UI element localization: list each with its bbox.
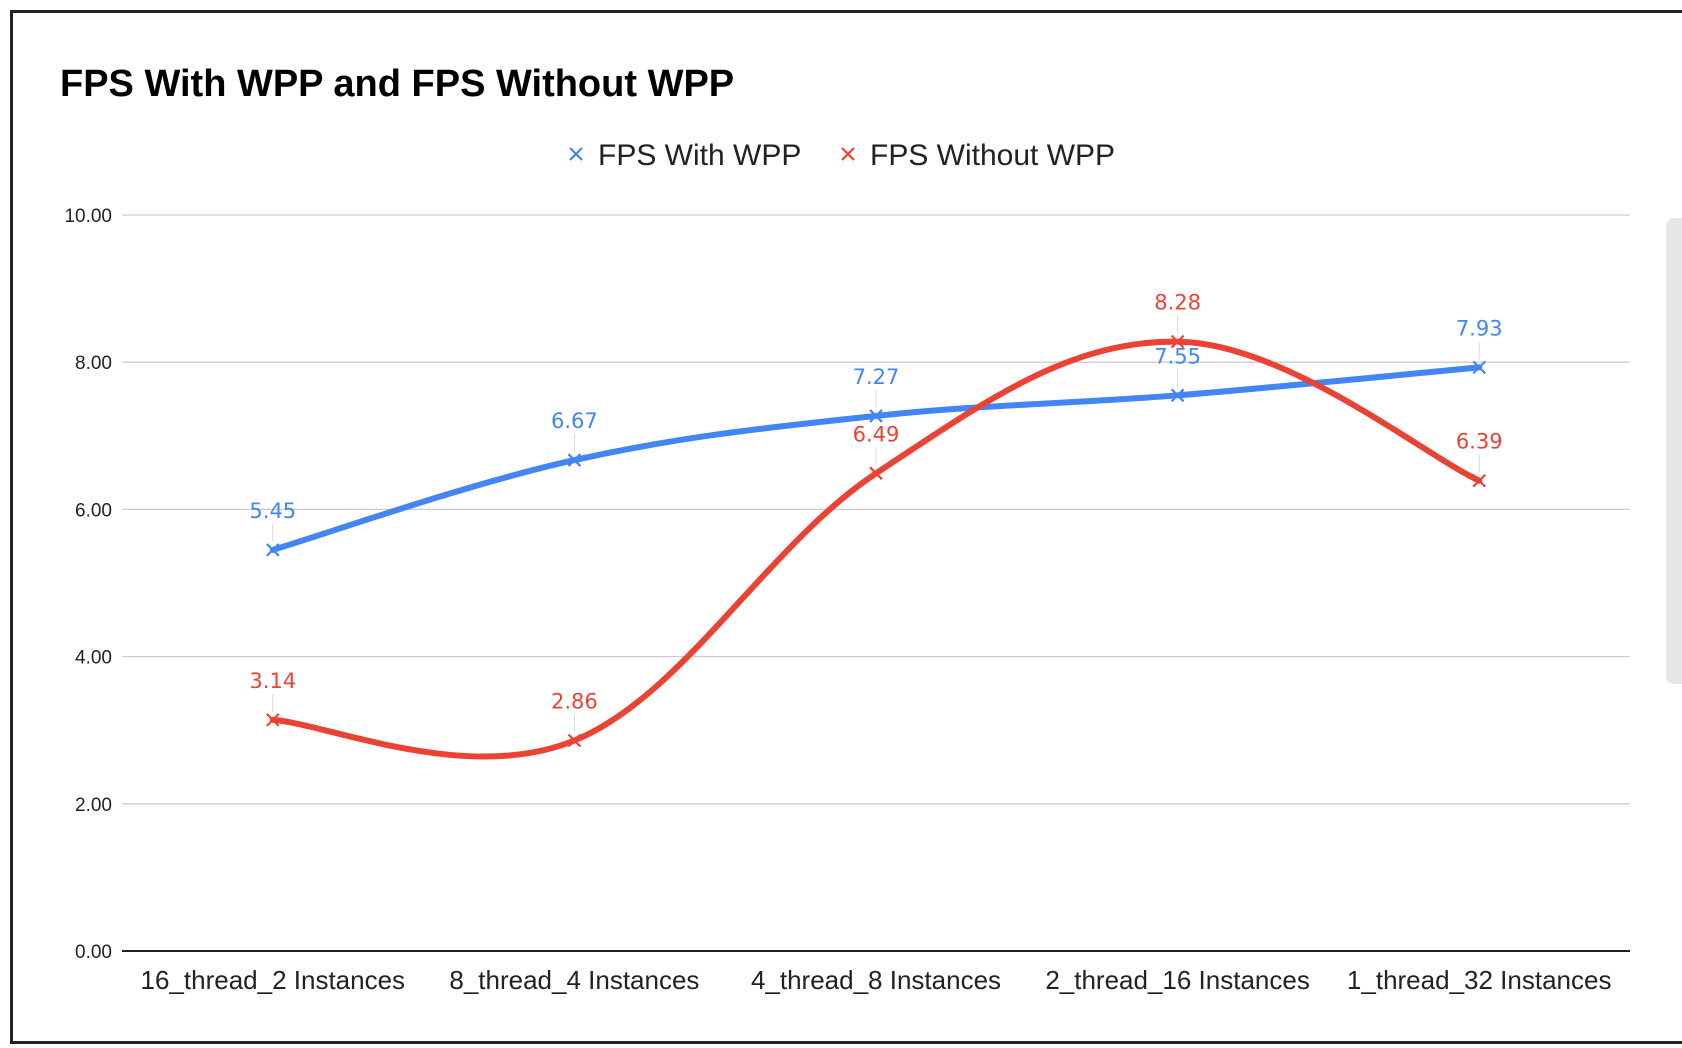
data-label: 7.93 <box>1456 316 1503 340</box>
data-point-marker <box>1472 473 1486 488</box>
chart-title: FPS With WPP and FPS Without WPP <box>60 63 734 105</box>
data-label: 7.55 <box>1154 344 1201 368</box>
grid <box>122 214 1630 952</box>
y-tick-label: 2.00 <box>75 795 112 816</box>
chart-frame <box>10 10 1682 1044</box>
series-layer <box>266 334 1486 760</box>
data-label: 6.67 <box>551 409 598 433</box>
data-point-marker <box>869 409 883 423</box>
x-tick-label: 2_thread_16 Instances <box>1045 965 1310 995</box>
legend: FPS With WPP FPS Without WPP <box>569 139 1115 172</box>
x-tick-label: 4_thread_8 Instances <box>751 965 1001 995</box>
data-label: 3.14 <box>249 669 296 693</box>
data-point-marker <box>1170 388 1185 403</box>
y-tick-label: 0.00 <box>75 942 112 963</box>
data-label: 7.27 <box>853 365 900 389</box>
data-label: 6.39 <box>1456 430 1503 454</box>
legend-marker-icon <box>841 147 855 161</box>
legend-label: FPS With WPP <box>598 139 801 172</box>
y-tick-label: 10.00 <box>64 206 112 227</box>
y-tick-label: 6.00 <box>75 500 112 521</box>
data-label: 8.28 <box>1154 291 1201 315</box>
data-point-marker <box>567 733 582 748</box>
legend-label: FPS Without WPP <box>870 139 1115 172</box>
data-point-marker <box>567 453 582 467</box>
y-tick-label: 4.00 <box>75 648 112 669</box>
legend-marker-icon <box>569 147 583 161</box>
y-tick-label: 8.00 <box>75 353 112 374</box>
data-point-marker <box>869 466 883 481</box>
data-labels: 5.45 6.67 7.27 7.55 7.93 3.14 2.86 6.49 8.28 6.39 <box>249 291 1503 733</box>
scrollbar[interactable] <box>1666 218 1682 684</box>
data-label: 5.45 <box>249 499 296 523</box>
data-point-marker <box>1170 334 1185 349</box>
data-label: 6.49 <box>853 422 900 446</box>
data-point-marker <box>1472 360 1486 375</box>
x-tick-label: 8_thread_4 Instances <box>449 965 699 995</box>
x-tick-label: 16_thread_2 Instances <box>141 965 406 995</box>
data-label: 2.86 <box>551 690 598 714</box>
data-point-marker <box>266 713 280 727</box>
legend-item: FPS With WPP <box>569 139 801 172</box>
y-axis: 0.00 2.00 4.00 6.00 8.00 10.00 <box>64 206 112 963</box>
x-tick-label: 1_thread_32 Instances <box>1347 965 1612 995</box>
legend-item: FPS Without WPP <box>841 139 1115 172</box>
x-axis: 16_thread_2 Instances 8_thread_4 Instance… <box>141 965 1612 995</box>
data-point-marker <box>266 543 280 557</box>
